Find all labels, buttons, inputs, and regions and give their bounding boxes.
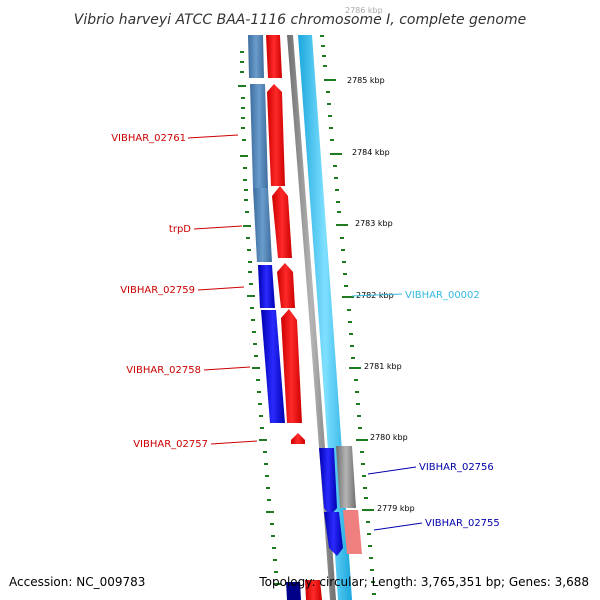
blue-cds-segment[interactable] — [258, 265, 275, 308]
leader-line — [193, 225, 243, 230]
leader-line — [210, 440, 258, 445]
leader-line — [367, 466, 417, 475]
leader-line — [373, 522, 423, 531]
topology-text: Topology: circular; Length: 3,765,351 bp… — [258, 575, 589, 589]
gene-label-vibhar-02755[interactable]: VIBHAR_02755 — [425, 518, 500, 529]
leader-line — [197, 286, 245, 291]
leader-line — [203, 366, 251, 371]
tick-label-2781: 2781 kbp — [364, 362, 402, 371]
tick-label-2779: 2779 kbp — [377, 504, 415, 513]
inner-tick-column — [238, 51, 281, 585]
blue-cds-segment[interactable] — [324, 512, 343, 556]
red-cds-segment[interactable] — [267, 84, 285, 186]
tick-label-2780: 2780 kbp — [370, 433, 408, 442]
tick-label-2783: 2783 kbp — [355, 219, 393, 228]
gene-label-vibhar-02756[interactable]: VIBHAR_02756 — [419, 462, 494, 473]
map-title: Vibrio harveyi ATCC BAA-1116 chromosome … — [74, 12, 526, 28]
steel-cds-segment[interactable] — [253, 188, 272, 262]
steel-cds-segment[interactable] — [248, 35, 264, 78]
gray-gene-segment[interactable] — [336, 446, 356, 508]
gene-labels: VIBHAR_02761 trpD VIBHAR_02759 VIBHAR_02… — [111, 133, 500, 531]
tick-label-2786: 2786 kbp — [345, 6, 383, 15]
red-cds-segment[interactable] — [305, 580, 322, 600]
blue-cds-segment[interactable] — [261, 310, 285, 423]
kbp-tick-labels: 2786 kbp 2785 kbp 2784 kbp 2783 kbp 2782… — [345, 6, 415, 513]
gene-label-vibhar-02759[interactable]: VIBHAR_02759 — [120, 285, 195, 296]
tick-label-2784: 2784 kbp — [352, 148, 390, 157]
gene-label-vibhar-02757[interactable]: VIBHAR_02757 — [133, 439, 208, 450]
gene-label-vibhar-02761[interactable]: VIBHAR_02761 — [111, 133, 186, 144]
red-cds-segment[interactable] — [281, 309, 302, 423]
lower-right-genes — [319, 446, 362, 556]
gene-label-vibhar-00002[interactable]: VIBHAR_00002 — [405, 290, 480, 301]
red-cds-segment[interactable] — [277, 263, 295, 308]
red-cds-segment[interactable] — [291, 433, 305, 444]
blue-cds-segment[interactable] — [286, 582, 301, 600]
leader-line — [187, 134, 239, 139]
steel-cds-segment[interactable] — [250, 84, 268, 188]
accession-text: Accession: NC_009783 — [9, 575, 145, 589]
leader-line — [351, 293, 403, 297]
pink-gene-segment[interactable] — [343, 510, 362, 554]
tick-label-2785: 2785 kbp — [347, 76, 385, 85]
red-cds-track — [266, 35, 322, 600]
red-cds-segment[interactable] — [266, 35, 282, 78]
red-cds-segment[interactable] — [272, 186, 292, 258]
blue-cds-track — [248, 35, 301, 600]
gene-label-trpd[interactable]: trpD — [169, 224, 191, 235]
outer-tick-column — [320, 35, 376, 595]
gene-label-vibhar-02758[interactable]: VIBHAR_02758 — [126, 365, 201, 376]
blue-cds-segment[interactable] — [319, 448, 337, 516]
